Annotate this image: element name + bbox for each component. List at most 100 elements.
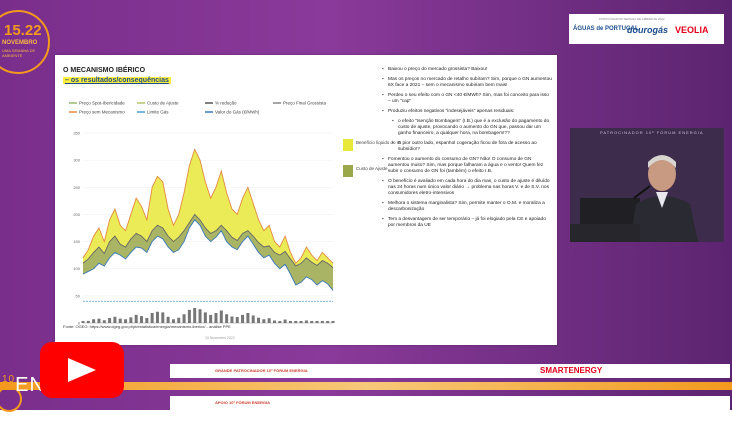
reduction-bar — [97, 318, 101, 323]
reduction-bar — [134, 314, 138, 323]
reduction-bar — [299, 321, 303, 323]
slide-title: O MECANISMO IBÉRICO — [63, 67, 146, 74]
sponsor-header: PATROCINADOR SEMANA DE AMBIENTE 2022 — [599, 17, 665, 21]
reduction-bar — [102, 320, 106, 323]
bullet-list: Baixou o preço do mercado grossista? Bai… — [382, 67, 552, 229]
footer-bar — [0, 410, 732, 440]
reduction-bar — [326, 321, 330, 323]
y-tick-label: 300 — [73, 158, 80, 163]
reduction-bar — [225, 314, 229, 323]
price-chart: Preço Spot-Ibericidade Custo de Ajuste % r… — [69, 101, 401, 326]
legend-label: Valor do Gás (€/MWh) — [215, 110, 260, 115]
legend-label: Custo de Ajuste — [147, 101, 179, 106]
reduction-bar — [246, 313, 250, 323]
slide-source: Fonte: OGEG: https://www.dgeg.gov.pt/pt/… — [63, 324, 231, 329]
sponsor-logos: PATROCINADOR SEMANA DE AMBIENTE 2022 ÁGU… — [569, 14, 724, 44]
reduction-bar — [118, 318, 122, 323]
reduction-bar — [81, 321, 85, 323]
benefit-area — [83, 149, 333, 268]
reduction-bar — [166, 316, 170, 323]
reduction-bar — [272, 320, 276, 323]
reduction-bar — [108, 318, 112, 323]
y-tick-label: 250 — [73, 185, 80, 190]
legend-label: Preço sem Mecanismo — [79, 110, 125, 115]
reduction-bar — [257, 317, 261, 323]
reduction-bar — [230, 316, 234, 323]
reduction-bar — [294, 321, 298, 323]
reduction-bar — [145, 318, 149, 323]
reduction-bar — [283, 319, 287, 323]
reduction-bar — [315, 321, 319, 323]
bullet: Mas os preços no mercado de retalho subi… — [382, 77, 552, 89]
bullet: Fomentou o aumento do consumo de GN? Não… — [382, 157, 552, 175]
support-banner: APOIO 10º FÓRUM ENERGIA — [170, 396, 730, 410]
sponsor-aguas-logo: ÁGUAS de PORTUGAL — [573, 26, 639, 32]
reduction-bar — [304, 320, 308, 323]
reduction-bar — [129, 317, 133, 323]
y-tick-label: 50 — [76, 293, 81, 298]
reduction-bar — [155, 311, 159, 323]
orange-stripe — [0, 382, 732, 390]
bullet: Melhora o sistema marginalista? Sim, per… — [382, 201, 552, 213]
reduction-bar — [171, 319, 175, 323]
reduction-bar — [198, 309, 202, 323]
y-tick-label: 150 — [73, 239, 80, 244]
reduction-bar — [267, 318, 271, 323]
speaker-video-inset: PATROCINADOR 10º FÓRUM ENERGIA — [570, 128, 724, 242]
series-line — [82, 219, 334, 291]
presentation-slide: O MECANISMO IBÉRICO – os resultados/cons… — [55, 55, 557, 345]
badge-tagline: UMA SEMANA DE AMBIENTE — [2, 48, 36, 58]
reduction-bar — [235, 317, 239, 323]
bullet: Perdeu o seu efeito com o GN <40 €/MWh? … — [382, 93, 552, 105]
legend-label: Preço Spot-Ibericidade — [79, 101, 125, 106]
sponsor-veolia-logo: VEOLIA — [675, 25, 709, 35]
reduction-bar — [187, 309, 191, 323]
sponsor-dourogas-logo: dourogás — [627, 25, 669, 35]
reduction-bar — [177, 317, 181, 323]
event-badge: 15.22 NOVEMBRO UMA SEMANA DE AMBIENTE — [0, 10, 56, 74]
reduction-bar — [140, 316, 144, 323]
reduction-bar — [262, 319, 266, 323]
sub-bullet: o efeito "Isenção Bombagem" (I.B.) que é… — [392, 119, 552, 137]
reduction-bar — [310, 321, 314, 323]
bullet: Tem a desvantagem de ser temporário – já… — [382, 217, 552, 229]
slide-date: 15 Novembro 2022 — [205, 336, 235, 340]
main-sponsor-label: GRANDE PATROCINADOR 10º FÓRUM ENERGIA — [215, 368, 308, 373]
box-legend-swatch — [343, 165, 353, 177]
speaker-backdrop-text: PATROCINADOR 10º FÓRUM ENERGIA — [600, 130, 704, 135]
box-legend-label: Benefício líquido do mecanismo — [356, 140, 401, 145]
legend-label: Limite Gás — [147, 110, 169, 115]
reduction-bar — [193, 308, 197, 323]
bullet: Produziu efeitos negativos "indesejáveis… — [382, 109, 552, 115]
y-tick-label: 350 — [73, 131, 80, 136]
reduction-bar — [209, 314, 213, 323]
energia-ring-icon — [0, 386, 22, 412]
slide-subtitle: – os resultados/consequências — [63, 77, 171, 84]
speaker-figure — [570, 128, 724, 242]
chart-marks — [81, 148, 335, 323]
main-sponsor-banner: GRANDE PATROCINADOR 10º FÓRUM ENERGIA SM… — [170, 364, 730, 378]
box-legend-swatch — [343, 139, 353, 151]
reduction-bar — [241, 314, 245, 323]
box-legend-label: Custo de Ajuste — [356, 166, 388, 171]
reduction-bar — [251, 315, 255, 323]
reduction-bar — [320, 321, 324, 323]
badge-ring — [0, 10, 50, 74]
series-line — [82, 148, 334, 265]
chart-box-legend: Benefício líquido do mecanismo Custo de A… — [343, 139, 401, 177]
badge-month: NOVEMBRO — [2, 40, 38, 46]
reduction-bar — [219, 310, 223, 323]
edition-number: 10 — [2, 374, 16, 385]
youtube-play-button[interactable] — [40, 342, 124, 398]
slide-bullets: Baixou o preço do mercado grossista? Bai… — [382, 67, 552, 233]
reduction-bar — [288, 321, 292, 323]
y-tick-label: 0 — [78, 321, 81, 326]
reduction-bar — [278, 321, 282, 323]
reduction-bar — [124, 319, 128, 323]
reduction-bar — [161, 312, 165, 323]
reduction-bar — [150, 313, 154, 323]
y-tick-label: 200 — [73, 212, 80, 217]
series-line — [82, 213, 334, 268]
bullet: O benefício é avaliado em cada hora do d… — [382, 179, 552, 197]
